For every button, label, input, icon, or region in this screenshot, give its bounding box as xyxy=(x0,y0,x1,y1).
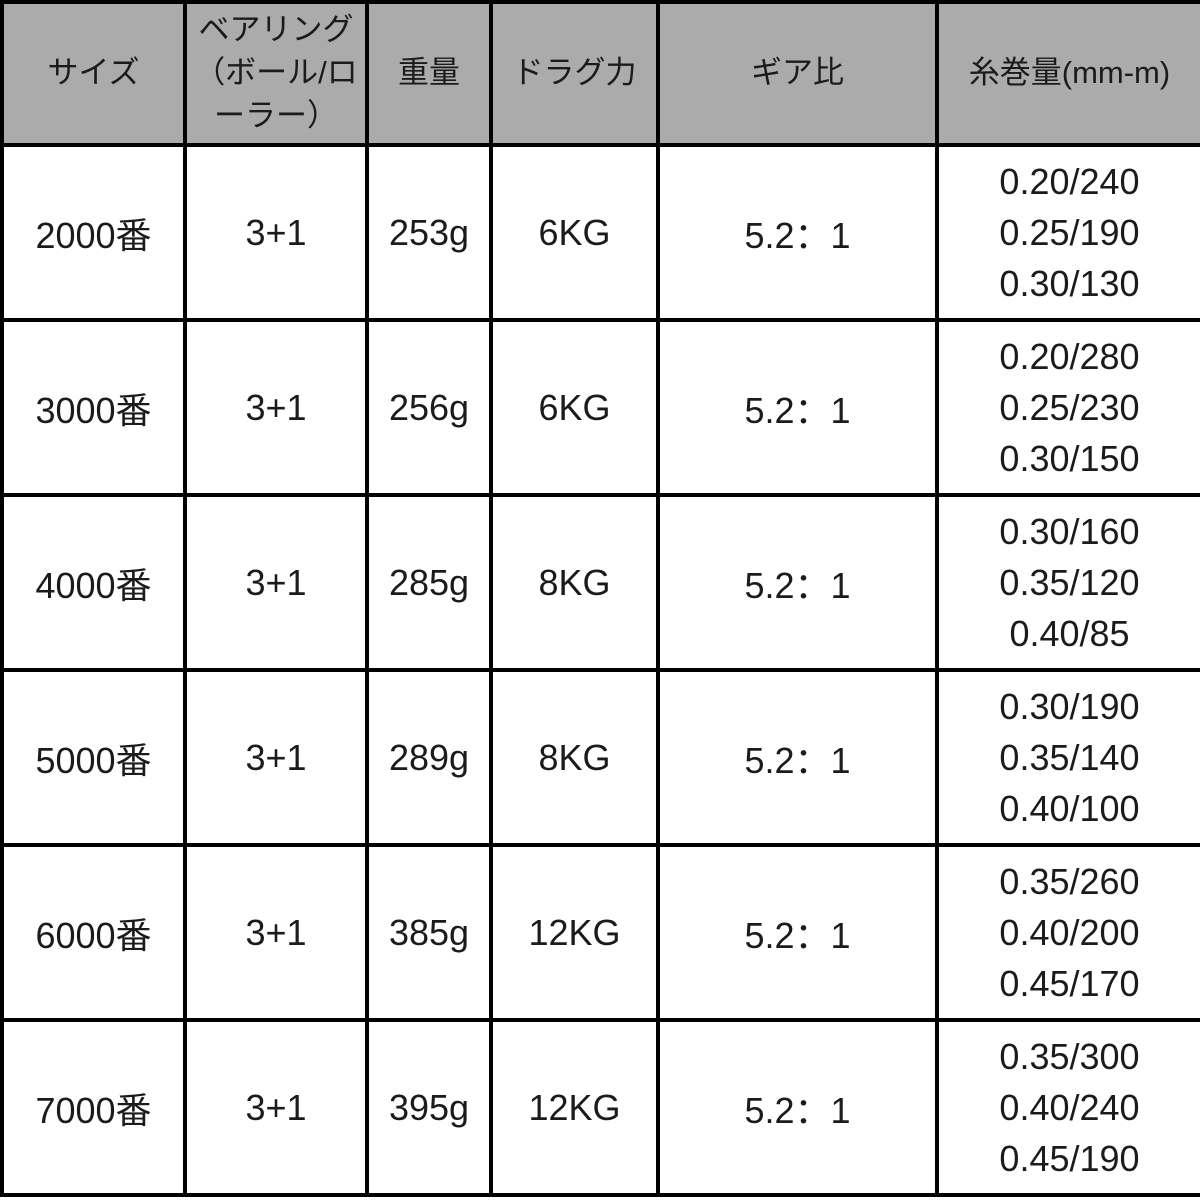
line-capacity-entry: 0.40/200 xyxy=(999,911,1140,953)
cell-line-capacity: 0.20/280 0.25/230 0.30/150 xyxy=(935,318,1200,497)
cell-weight: 395g xyxy=(365,1018,493,1197)
cell-bearings: 3+1 xyxy=(183,843,369,1022)
table-row: 7000番 3+1 395g 12KG 5.2：1 0.35/300 0.40/2… xyxy=(0,1018,1200,1197)
cell-bearings: 3+1 xyxy=(183,1018,369,1197)
cell-gear-ratio: 5.2：1 xyxy=(656,668,939,847)
line-capacity-entry: 0.35/120 xyxy=(999,561,1140,603)
cell-bearings: 3+1 xyxy=(183,668,369,847)
cell-line-capacity: 0.30/190 0.35/140 0.40/100 xyxy=(935,668,1200,847)
line-capacity-entry: 0.30/150 xyxy=(999,438,1140,480)
column-header-line-capacity: 糸巻量(mm-m) xyxy=(935,0,1200,147)
line-capacity-entry: 0.30/190 xyxy=(999,685,1140,727)
column-header-weight: 重量 xyxy=(365,0,493,147)
cell-size: 2000番 xyxy=(0,143,187,322)
cell-line-capacity: 0.35/300 0.40/240 0.45/190 xyxy=(935,1018,1200,1197)
cell-size: 7000番 xyxy=(0,1018,187,1197)
line-capacity-entry: 0.20/280 xyxy=(999,335,1140,377)
line-capacity-entry: 0.30/160 xyxy=(999,510,1140,552)
line-capacity-entry: 0.35/140 xyxy=(999,736,1140,778)
cell-weight: 285g xyxy=(365,493,493,672)
cell-drag: 12KG xyxy=(489,1018,660,1197)
cell-weight: 289g xyxy=(365,668,493,847)
cell-weight: 256g xyxy=(365,318,493,497)
cell-drag: 6KG xyxy=(489,143,660,322)
cell-bearings: 3+1 xyxy=(183,318,369,497)
table-row: 6000番 3+1 385g 12KG 5.2：1 0.35/260 0.40/2… xyxy=(0,843,1200,1022)
cell-bearings: 3+1 xyxy=(183,143,369,322)
cell-drag: 12KG xyxy=(489,843,660,1022)
line-capacity-entry: 0.45/170 xyxy=(999,963,1140,1005)
line-capacity-entry: 0.20/240 xyxy=(999,160,1140,202)
line-capacity-entry: 0.35/300 xyxy=(999,1035,1140,1077)
cell-size: 6000番 xyxy=(0,843,187,1022)
column-header-drag: ドラグ力 xyxy=(489,0,660,147)
cell-size: 3000番 xyxy=(0,318,187,497)
cell-size: 5000番 xyxy=(0,668,187,847)
table-row: 3000番 3+1 256g 6KG 5.2：1 0.20/280 0.25/23… xyxy=(0,318,1200,497)
line-capacity-entry: 0.40/85 xyxy=(1009,613,1130,655)
cell-drag: 8KG xyxy=(489,493,660,672)
table-row: 2000番 3+1 253g 6KG 5.2：1 0.20/240 0.25/19… xyxy=(0,143,1200,322)
spec-table-body: 2000番 3+1 253g 6KG 5.2：1 0.20/240 0.25/19… xyxy=(0,143,1200,1197)
cell-gear-ratio: 5.2：1 xyxy=(656,843,939,1022)
line-capacity-entry: 0.45/190 xyxy=(999,1138,1140,1180)
cell-weight: 385g xyxy=(365,843,493,1022)
cell-line-capacity: 0.20/240 0.25/190 0.30/130 xyxy=(935,143,1200,322)
cell-weight: 253g xyxy=(365,143,493,322)
cell-drag: 8KG xyxy=(489,668,660,847)
line-capacity-entry: 0.35/260 xyxy=(999,860,1140,902)
table-row: 5000番 3+1 289g 8KG 5.2：1 0.30/190 0.35/14… xyxy=(0,668,1200,847)
column-header-gear-ratio: ギア比 xyxy=(656,0,939,147)
cell-line-capacity: 0.35/260 0.40/200 0.45/170 xyxy=(935,843,1200,1022)
cell-bearings: 3+1 xyxy=(183,493,369,672)
column-header-size: サイズ xyxy=(0,0,187,147)
cell-size: 4000番 xyxy=(0,493,187,672)
cell-line-capacity: 0.30/160 0.35/120 0.40/85 xyxy=(935,493,1200,672)
line-capacity-entry: 0.40/100 xyxy=(999,788,1140,830)
line-capacity-entry: 0.40/240 xyxy=(999,1086,1140,1128)
header-row: サイズ ベアリング（ボール/ローラー） 重量 ドラグ力 ギア比 糸巻量(mm-m… xyxy=(0,0,1200,147)
column-header-bearings: ベアリング（ボール/ローラー） xyxy=(183,0,369,147)
cell-drag: 6KG xyxy=(489,318,660,497)
cell-gear-ratio: 5.2：1 xyxy=(656,1018,939,1197)
line-capacity-entry: 0.25/230 xyxy=(999,386,1140,428)
table-row: 4000番 3+1 285g 8KG 5.2：1 0.30/160 0.35/12… xyxy=(0,493,1200,672)
cell-gear-ratio: 5.2：1 xyxy=(656,493,939,672)
cell-gear-ratio: 5.2：1 xyxy=(656,318,939,497)
line-capacity-entry: 0.30/130 xyxy=(999,263,1140,305)
spec-table-header: サイズ ベアリング（ボール/ローラー） 重量 ドラグ力 ギア比 糸巻量(mm-m… xyxy=(0,0,1200,147)
cell-gear-ratio: 5.2：1 xyxy=(656,143,939,322)
line-capacity-entry: 0.25/190 xyxy=(999,211,1140,253)
